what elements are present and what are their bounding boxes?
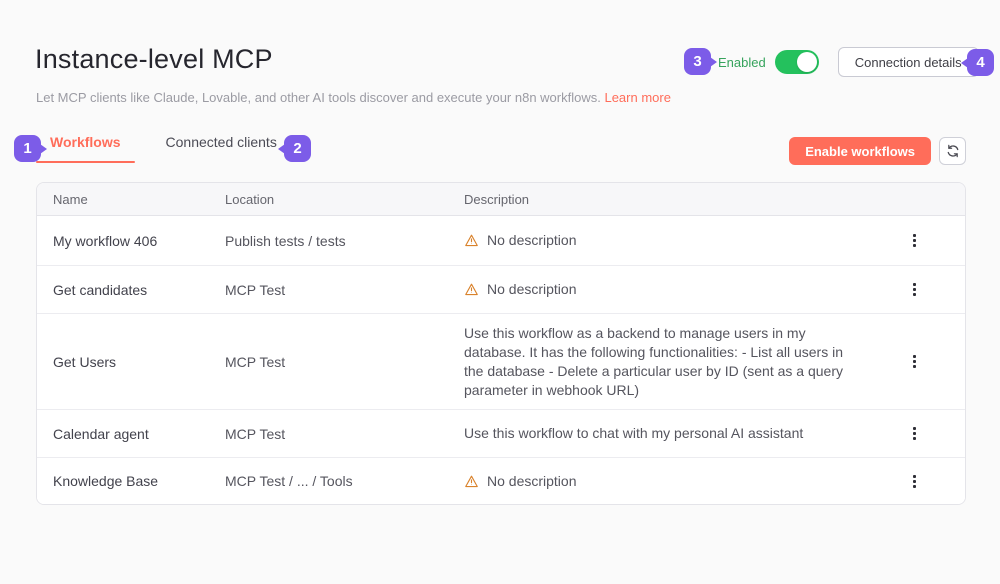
mcp-enabled-toggle[interactable] [774,50,819,74]
refresh-button[interactable] [939,137,966,165]
warning-icon [464,474,479,489]
tab-connected-clients[interactable]: Connected clients [165,134,277,150]
subtitle-text: Let MCP clients like Claude, Lovable, an… [36,90,605,105]
workflow-name: Knowledge Base [53,473,159,489]
page-subtitle: Let MCP clients like Claude, Lovable, an… [36,90,671,105]
refresh-icon [946,144,960,158]
table-header: Name Location Description [37,183,965,216]
workflow-location: Publish tests / tests [225,232,346,249]
column-header-name: Name [53,191,88,207]
workflow-description: No description [464,231,864,250]
row-actions-menu-button[interactable] [905,277,924,302]
workflow-description: No description [464,280,864,299]
table-row[interactable]: Calendar agent MCP Test Use this workflo… [37,409,965,457]
table-row[interactable]: My workflow 406 Publish tests / tests No… [37,216,965,265]
workflow-description: Use this workflow as a backend to manage… [464,324,843,398]
workflow-name: My workflow 406 [53,232,158,249]
annotation-marker-4: 4 [967,49,994,76]
connection-details-button[interactable]: Connection details [837,47,979,77]
enable-workflows-button[interactable]: Enable workflows [789,137,931,165]
no-description-label: No description [487,472,577,489]
toggle-knob [796,52,817,72]
learn-more-link[interactable]: Learn more [604,90,671,105]
enabled-label: Enabled [718,54,766,70]
workflow-location: MCP Test [225,281,286,298]
no-description-label: No description [487,281,577,297]
no-description-label: No description [487,232,577,248]
annotation-marker-2: 2 [284,135,311,162]
column-header-location: Location [225,191,275,207]
table-row[interactable]: Get Users MCP Test Use this workflow as … [37,313,965,409]
workflow-name: Calendar agent [53,425,149,442]
table-row[interactable]: Get candidates MCP Test No description [37,265,965,313]
warning-icon [464,233,479,248]
row-actions-menu-button[interactable] [905,421,924,446]
tab-bar: Workflows Connected clients [36,134,291,163]
row-actions-menu-button[interactable] [905,228,924,253]
annotation-marker-3: 3 [684,48,711,75]
warning-icon [464,282,479,297]
workflow-description: No description [464,472,864,491]
workflow-location: MCP Test / ... / Tools [225,473,353,489]
tab-workflows[interactable]: Workflows [36,134,135,163]
workflow-location: MCP Test [225,353,286,370]
workflow-description: Use this workflow to chat with my person… [464,425,804,441]
header-controls: Enabled Connection details [684,47,979,77]
workflow-location: MCP Test [225,425,286,442]
column-header-description: Description [464,191,530,207]
page-title: Instance-level MCP [35,44,273,74]
row-actions-menu-button[interactable] [905,349,924,374]
annotation-marker-1: 1 [14,135,41,162]
table-row[interactable]: Knowledge Base MCP Test / ... / Tools No… [37,457,965,504]
workflow-name: Get Users [53,353,117,370]
row-actions-menu-button[interactable] [905,469,924,494]
workflows-table: Name Location Description My workflow 40… [36,182,966,505]
workflow-name: Get candidates [53,281,148,298]
